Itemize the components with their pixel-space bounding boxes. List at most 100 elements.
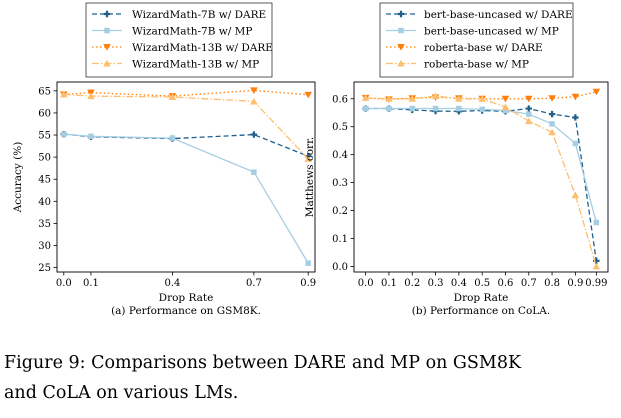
legend-swatch-marker [103, 10, 111, 18]
data-point [431, 92, 440, 99]
legend-swatch-marker [397, 59, 405, 67]
data-point [361, 94, 370, 101]
x-tick-label: 0.3 [428, 278, 444, 289]
series-line [365, 95, 597, 267]
legend-frame [379, 2, 574, 78]
data-point [572, 140, 579, 147]
x-tick-label: 0.7 [521, 278, 537, 289]
data-point [385, 95, 393, 102]
y-tick-label: 60 [38, 108, 51, 119]
x-tick-label: 0.5 [474, 278, 490, 289]
data-point [572, 114, 579, 121]
chart-gsm8k: WizardMath-7B w/ DARE WizardMath-7B w/ MP… [12, 2, 316, 317]
legend-entry: WizardMath-13B w/ DARE [92, 42, 273, 54]
series-2 [362, 105, 600, 226]
series-4 [361, 92, 601, 270]
legend-label: WizardMath-13B w/ DARE [132, 42, 273, 54]
legend-entry: roberta-base w/ MP [386, 58, 529, 70]
legend-label: bert-base-uncased w/ MP [424, 25, 559, 37]
data-point [250, 97, 258, 105]
y-tick-label: 50 [38, 153, 51, 164]
data-point [408, 95, 417, 102]
legend-label: bert-base-uncased w/ DARE [424, 9, 573, 21]
data-point [548, 110, 556, 118]
x-tick-label: 0.1 [381, 278, 397, 289]
data-point [571, 191, 580, 199]
series-line [63, 89, 309, 97]
legend-label: WizardMath-7B w/ DARE [132, 9, 266, 21]
y-tick-label: 0.1 [332, 234, 348, 245]
figure-caption-line-2: and CoLA on various LMs. [4, 383, 238, 403]
data-point [549, 121, 555, 127]
plot-area-frame [353, 81, 609, 273]
legend-swatch-marker [104, 27, 110, 34]
data-point [61, 131, 67, 137]
data-point [456, 105, 462, 112]
y-axis-label: Accuracy (%) [12, 142, 24, 214]
legend-label: WizardMath-13B w/ MP [132, 58, 259, 70]
y-tick-label: 0.2 [332, 206, 348, 217]
data-point [479, 106, 485, 113]
legend-swatch-marker [103, 59, 111, 67]
data-point [501, 103, 510, 111]
y-tick-label: 40 [38, 197, 51, 208]
x-tick-label: 0.6 [498, 278, 514, 289]
data-point [478, 95, 486, 102]
legend-swatch-marker [397, 44, 405, 51]
legend-label: roberta-base w/ DARE [424, 42, 543, 54]
y-axis-label: Matthews corr. [304, 137, 316, 218]
x-tick-label: 0.99 [585, 278, 607, 289]
data-point [524, 95, 533, 103]
legend-swatch-marker [398, 27, 404, 34]
data-point [432, 105, 439, 112]
y-tick-label: 35 [38, 219, 51, 230]
series-line [365, 107, 597, 223]
legend-frame [85, 2, 273, 78]
data-point [250, 131, 258, 138]
data-point [59, 90, 68, 98]
legend-entry: WizardMath-13B w/ MP [92, 58, 259, 70]
subcaption: (b) Performance on CoLA. [412, 305, 550, 317]
data-point [526, 111, 532, 117]
x-tick-label: 0.0 [56, 278, 72, 289]
data-point [548, 95, 556, 102]
x-tick-label: 0.8 [544, 278, 560, 289]
plot-area-frame [56, 81, 316, 273]
series-2 [61, 131, 311, 266]
data-point [168, 93, 177, 101]
series-1 [60, 130, 312, 160]
data-point [88, 133, 94, 140]
x-tick-label: 0.4 [164, 278, 180, 289]
data-point [593, 219, 600, 226]
y-tick-label: 45 [38, 175, 51, 186]
data-point [455, 95, 463, 102]
data-point [87, 92, 95, 100]
data-point [305, 260, 311, 266]
y-tick-label: 30 [38, 241, 51, 252]
data-point [524, 117, 533, 125]
legend-entry: bert-base-uncased w/ MP [386, 25, 559, 37]
data-point [169, 135, 176, 141]
figure-caption-line-1: Figure 9: Comparisons between DARE and M… [4, 353, 522, 373]
x-tick-label: 0.7 [246, 278, 262, 289]
y-tick-label: 25 [38, 263, 51, 274]
data-point [362, 105, 369, 112]
x-tick-label: 0.1 [83, 278, 99, 289]
x-tick-label: 0.0 [358, 278, 374, 289]
data-point [592, 88, 601, 96]
series-4 [59, 90, 313, 162]
series-1 [362, 105, 600, 265]
x-axis-label: Drop Rate [159, 292, 214, 304]
data-point [548, 128, 556, 136]
x-tick-label: 0.9 [567, 278, 583, 289]
y-tick-label: 0.0 [332, 262, 348, 273]
series-line [63, 93, 309, 160]
chart-cola: bert-base-uncased w/ DARE bert-base-uncas… [304, 2, 609, 317]
subcaption: (a) Performance on GSM8K. [111, 305, 261, 317]
x-axis-label: Drop Rate [454, 292, 509, 304]
legend-swatch-marker [103, 44, 111, 51]
data-point [501, 95, 510, 103]
data-point [386, 105, 392, 112]
data-point [592, 262, 601, 270]
